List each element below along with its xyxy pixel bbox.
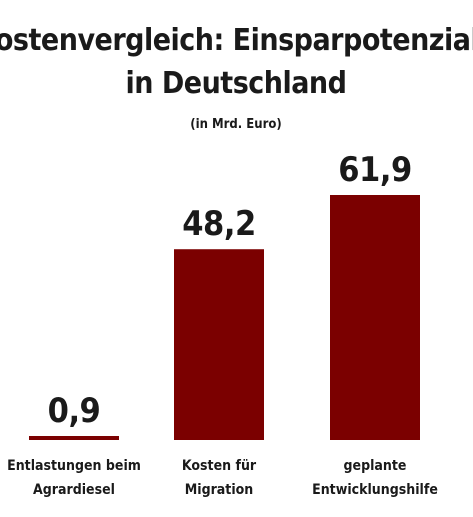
category-label-2-line-1: Kosten für: [182, 458, 257, 474]
category-label-1-line-1: Entlastungen beim: [7, 458, 141, 474]
category-label-3-line-1: geplante: [344, 458, 407, 474]
bars-group: 0,9 Entlastungen beim Agrardiesel 48,2 Koste…: [7, 150, 438, 498]
category-label-2-line-2: Migration: [185, 482, 254, 498]
value-label-3: 61,9: [338, 150, 411, 190]
chart-title-line-1: Kostenvergleich: Einsparpotenziale: [0, 23, 473, 58]
value-label-2: 48,2: [182, 204, 255, 244]
bar-1: [29, 436, 119, 440]
category-label-1-line-2: Agrardiesel: [33, 482, 115, 498]
bar-3: [330, 195, 420, 440]
value-label-1: 0,9: [48, 391, 101, 431]
chart-subtitle: (in Mrd. Euro): [190, 117, 282, 132]
chart-title-line-2: in Deutschland: [126, 66, 347, 101]
bar-2: [174, 249, 264, 440]
category-label-3-line-2: Entwicklungshilfe: [312, 482, 438, 498]
